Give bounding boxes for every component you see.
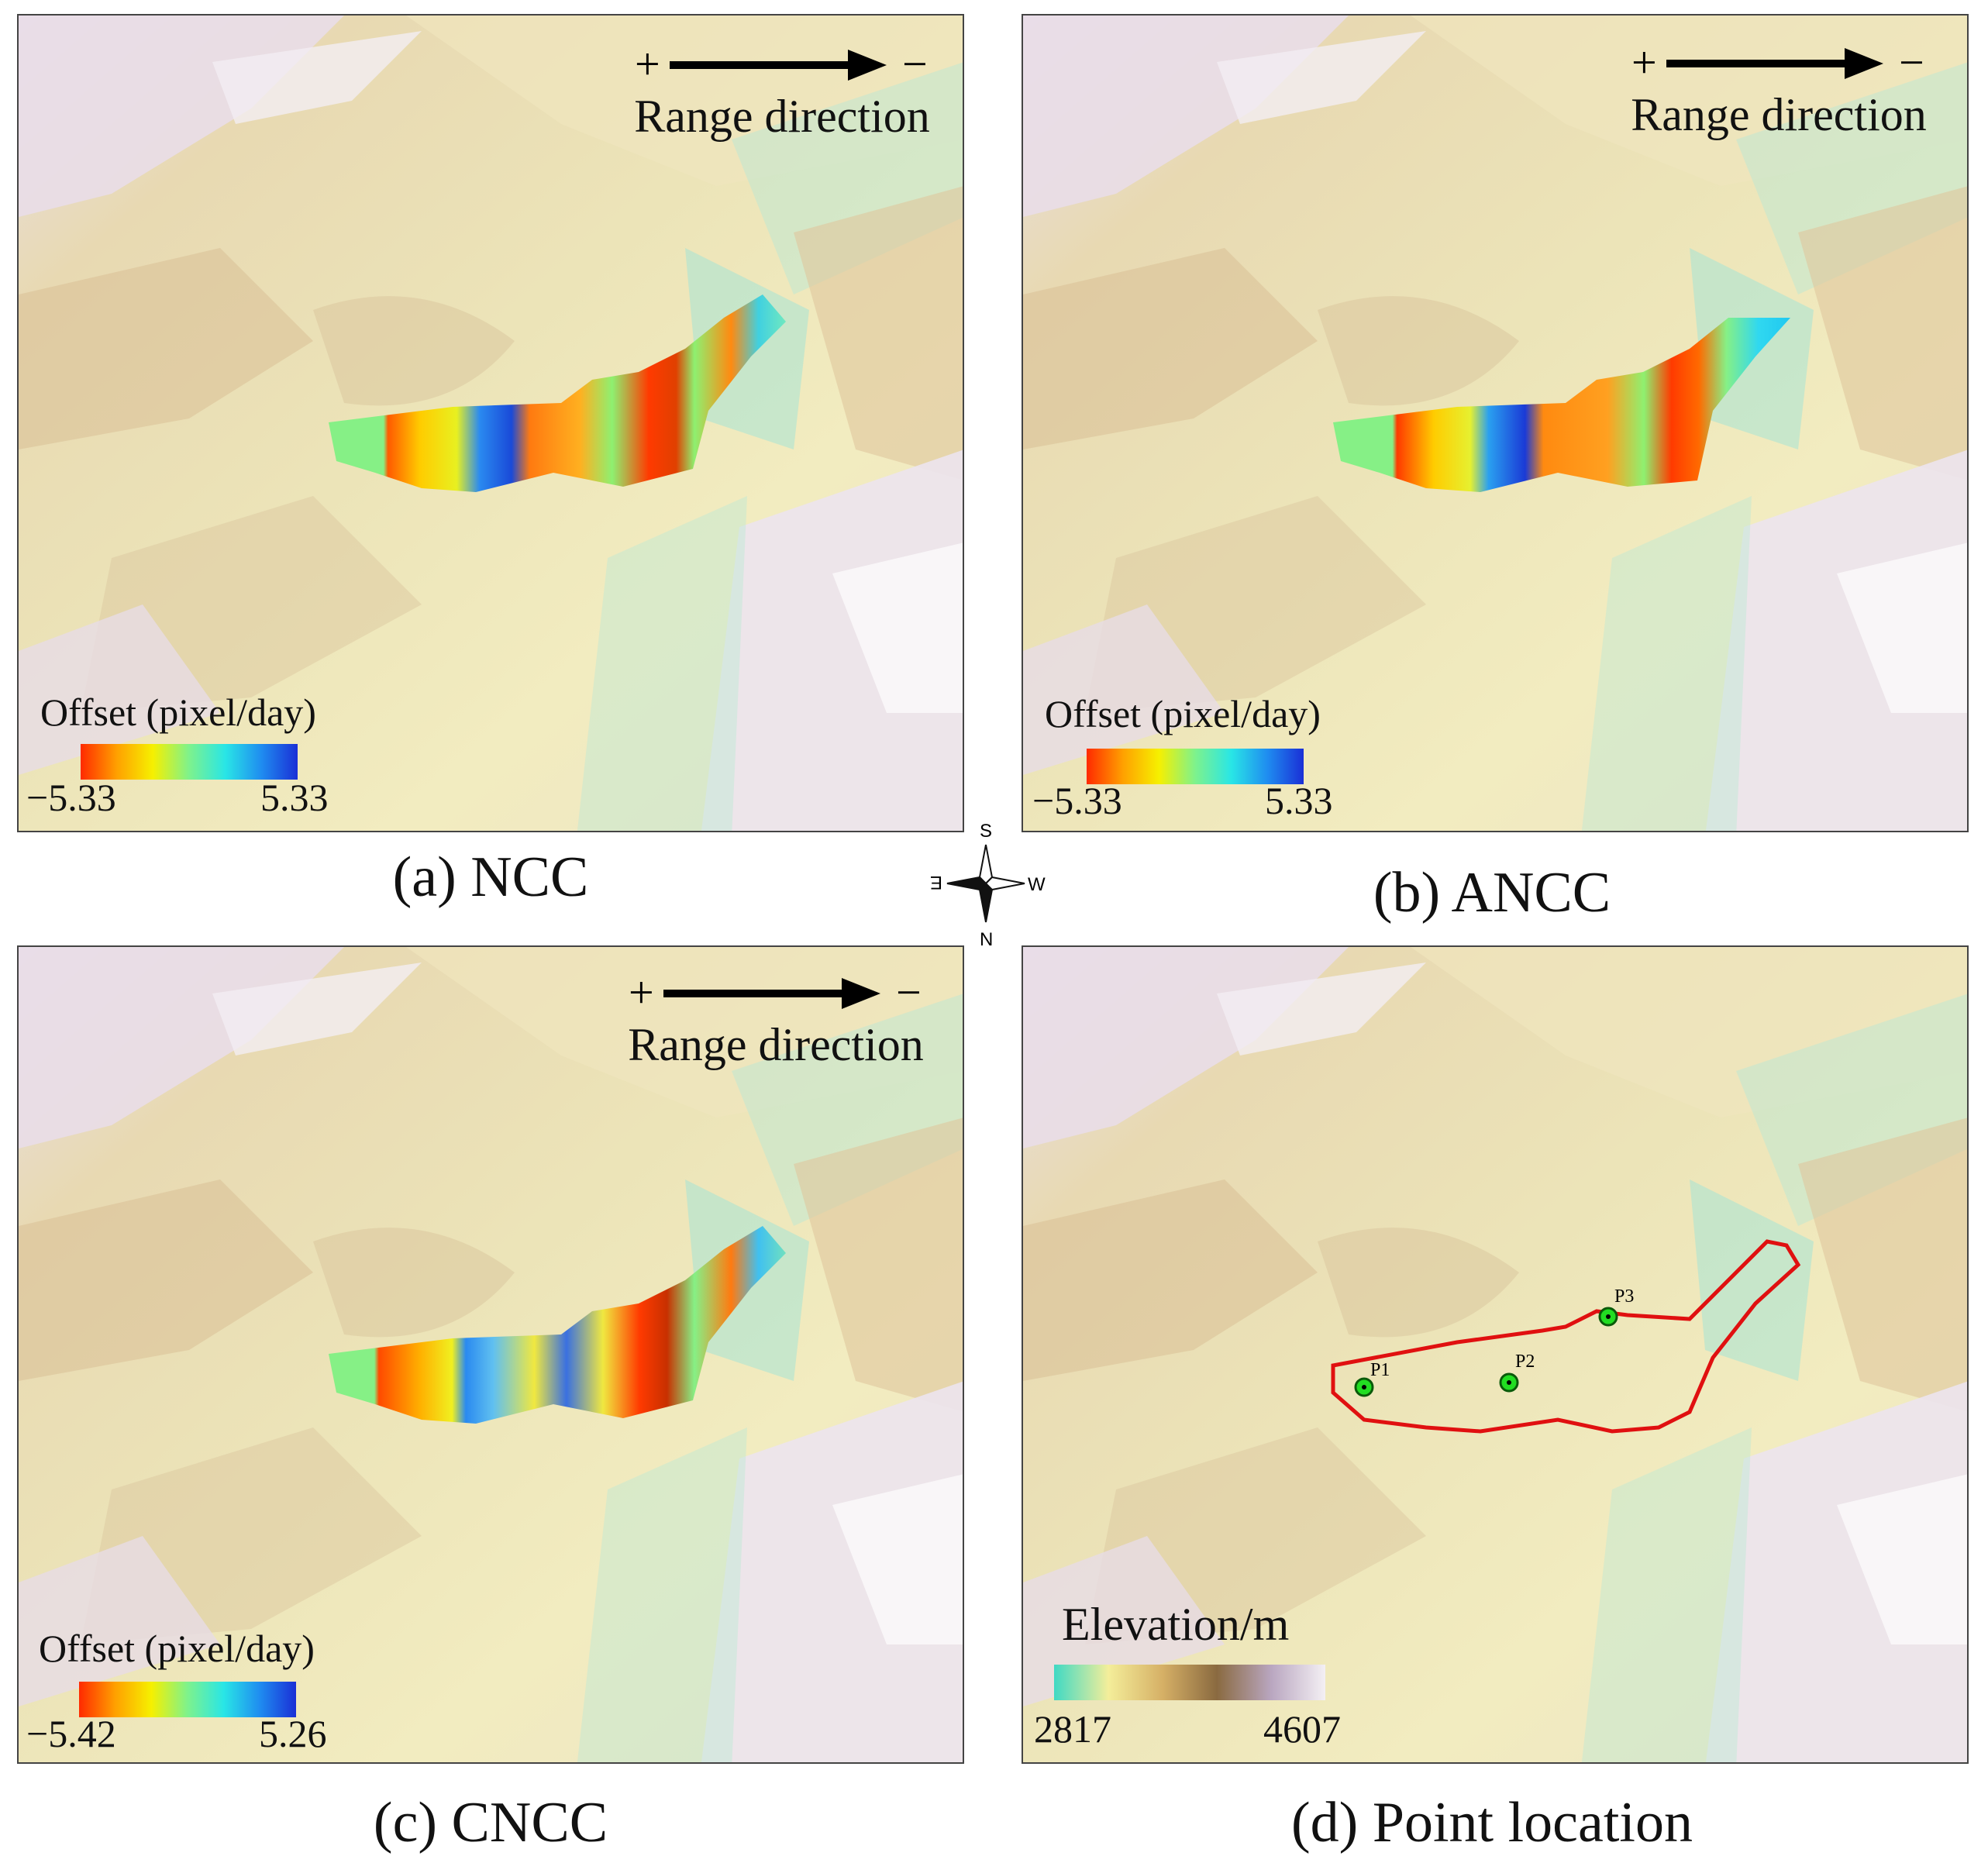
point-p1-label: P1 xyxy=(1370,1360,1390,1380)
legend-min: −5.33 xyxy=(1032,779,1122,822)
range-arrow-icon: + − xyxy=(629,967,922,1018)
legend-min: −5.42 xyxy=(26,1712,116,1755)
elevation-colorbar xyxy=(1054,1665,1325,1700)
range-direction: + − Range direction xyxy=(608,39,956,139)
legend-max: 5.26 xyxy=(259,1712,327,1755)
offset-field-cncc xyxy=(329,1226,786,1424)
svg-text:−: − xyxy=(902,39,928,85)
point-p2-label: P2 xyxy=(1515,1352,1535,1372)
compass-w: W xyxy=(1028,874,1046,895)
compass-s: S xyxy=(980,821,992,842)
svg-text:+: + xyxy=(629,967,654,1014)
range-direction-label: Range direction xyxy=(628,1019,924,1070)
legend-max: 4607 xyxy=(1263,1707,1341,1751)
range-direction: + − Range direction xyxy=(1604,37,1953,138)
offset-colorbar xyxy=(1087,749,1304,784)
compass-n: N xyxy=(980,929,993,950)
point-p3-marker: P3 xyxy=(1598,1286,1634,1327)
legend-min: 2817 xyxy=(1034,1707,1111,1751)
range-arrow-icon: + − xyxy=(635,39,928,89)
legend-title: Offset (pixel/day) xyxy=(40,690,316,734)
svg-text:−: − xyxy=(896,967,922,1014)
range-direction-label: Range direction xyxy=(1631,89,1927,140)
legend-title: Offset (pixel/day) xyxy=(1045,692,1321,735)
point-p1-marker: P1 xyxy=(1354,1360,1390,1397)
panel-c-map: + − Range direction Offset (pixel/day) −… xyxy=(17,945,964,1764)
panel-d-map: P1 P2 P3 Elevation/m 2817 4607 xyxy=(1022,945,1969,1764)
range-arrow-icon: + − xyxy=(1631,37,1924,88)
point-p3-label: P3 xyxy=(1614,1286,1634,1307)
range-direction: + − Range direction xyxy=(601,967,950,1068)
terrain-hillshade: P1 P2 P3 xyxy=(1023,947,1967,1762)
legend-max: 5.33 xyxy=(260,776,329,819)
landslide-outline xyxy=(1331,1239,1801,1434)
offset-colorbar xyxy=(81,744,298,780)
point-p2-marker: P2 xyxy=(1499,1352,1535,1393)
panel-b-map: + − Range direction Offset (pixel/day) −… xyxy=(1022,14,1969,832)
legend-title: Elevation/m xyxy=(1062,1599,1290,1650)
caption-a: (a) NCC xyxy=(392,845,589,909)
range-direction-label: Range direction xyxy=(634,91,930,142)
caption-c: (c) CNCC xyxy=(373,1791,608,1854)
caption-b: (b) ANCC xyxy=(1373,861,1611,925)
offset-field-ncc xyxy=(329,294,786,492)
svg-text:−: − xyxy=(1899,37,1924,84)
compass-e: E xyxy=(930,872,942,893)
terrain-hillshade xyxy=(1023,15,1967,831)
terrain-hillshade xyxy=(19,15,963,831)
offset-colorbar xyxy=(79,1682,296,1717)
terrain-hillshade xyxy=(19,947,963,1762)
panel-a-map: + − Range direction Offset (pixel/day) −… xyxy=(17,14,964,832)
legend-title: Offset (pixel/day) xyxy=(39,1627,315,1670)
svg-text:+: + xyxy=(635,39,660,85)
legend-min: −5.33 xyxy=(26,776,116,819)
offset-field-ancc xyxy=(1333,318,1790,492)
legend-max: 5.33 xyxy=(1265,779,1333,822)
svg-text:+: + xyxy=(1631,37,1657,84)
compass-rose-icon: S N E W xyxy=(930,821,1046,950)
caption-d: (d) Point location xyxy=(1291,1791,1693,1854)
